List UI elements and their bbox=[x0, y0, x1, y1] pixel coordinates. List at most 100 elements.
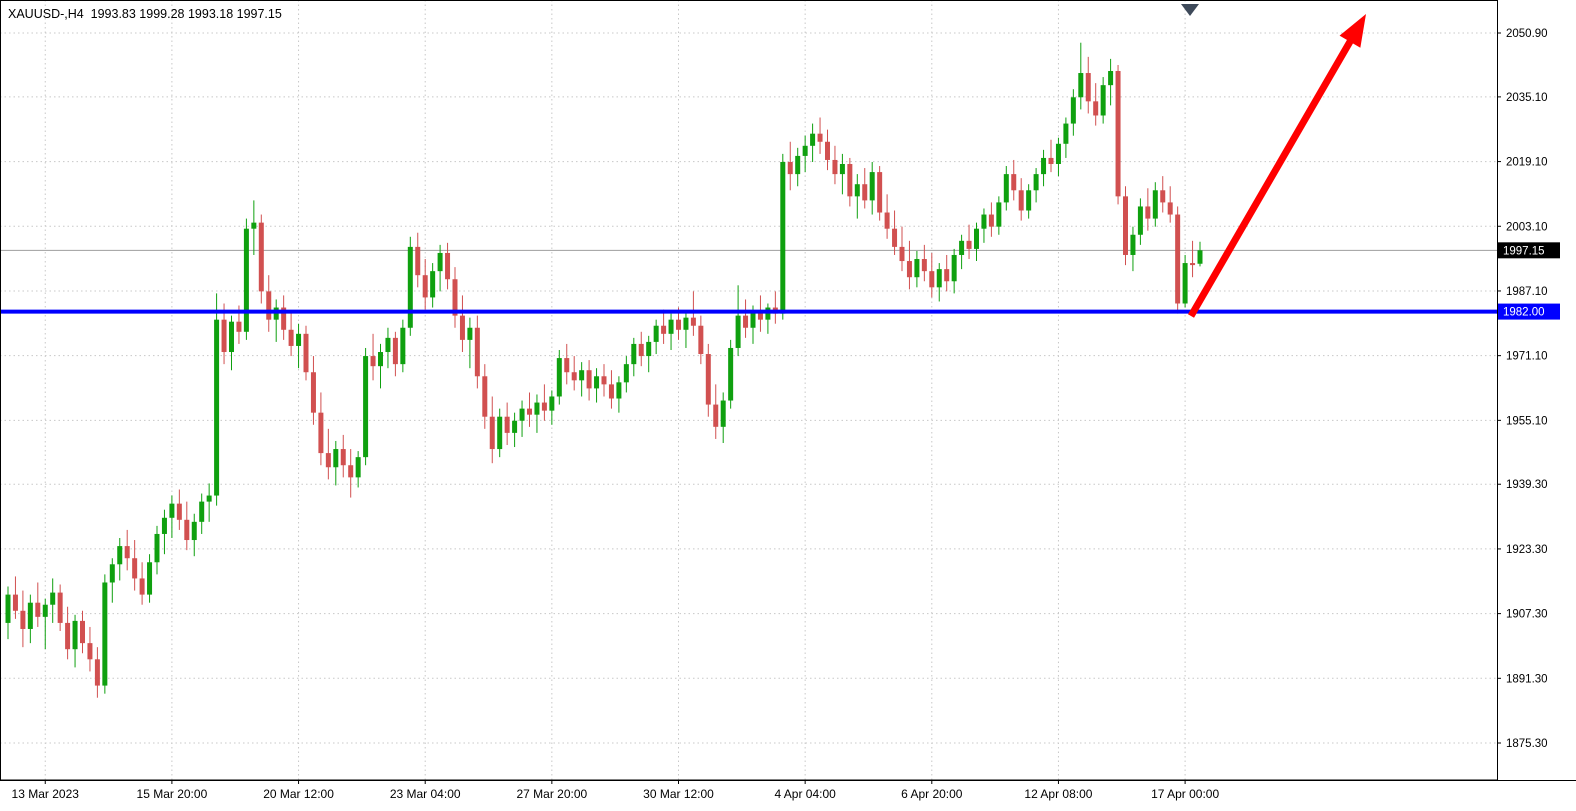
bear-candle bbox=[586, 370, 592, 389]
trend-arrow[interactable] bbox=[1187, 14, 1366, 318]
price-axis[interactable]: 2050.90 2035.10 2019.10 2003.10 1987.10 1971.… bbox=[1497, 28, 1548, 750]
bear-candle bbox=[20, 610, 26, 629]
bull-candle bbox=[1108, 71, 1114, 86]
bear-candle bbox=[564, 358, 570, 373]
bear-candle bbox=[787, 161, 793, 175]
bull-candle bbox=[191, 521, 197, 541]
bull-candle bbox=[549, 396, 555, 411]
bull-candle bbox=[467, 327, 473, 340]
time-axis[interactable]: 13 Mar 2023 15 Mar 20:00 20 Mar 12:00 23 Ma… bbox=[0, 780, 1576, 801]
bear-candle bbox=[1123, 196, 1128, 255]
time-tick-label: 15 Mar 20:00 bbox=[137, 787, 208, 801]
time-tick-label: 23 Mar 04:00 bbox=[390, 787, 461, 801]
bear-candle bbox=[1175, 214, 1181, 304]
bull-candle bbox=[914, 259, 920, 278]
bear-candle bbox=[1093, 101, 1099, 116]
grid-lines bbox=[0, 0, 1497, 780]
bear-candle bbox=[571, 372, 577, 381]
bull-candle bbox=[653, 325, 659, 342]
bear-candle bbox=[318, 412, 324, 454]
bull-candle bbox=[1033, 174, 1039, 191]
bull-candle bbox=[780, 161, 786, 314]
bear-candle bbox=[184, 519, 190, 541]
bull-candle bbox=[1041, 157, 1047, 175]
bull-candle bbox=[154, 533, 160, 563]
bear-candle bbox=[310, 372, 316, 413]
bull-candle bbox=[407, 246, 413, 328]
chart-shift-marker[interactable] bbox=[1181, 4, 1199, 16]
svg-text:1997.15: 1997.15 bbox=[1503, 245, 1545, 257]
arrow-head bbox=[1339, 14, 1366, 48]
bull-candle bbox=[1026, 190, 1032, 211]
price-tick-label: 1907.30 bbox=[1506, 609, 1548, 621]
bear-candle bbox=[340, 449, 346, 466]
bull-candle bbox=[1070, 97, 1076, 124]
bear-candle bbox=[541, 402, 547, 411]
bear-candle bbox=[929, 271, 935, 288]
bull-candle bbox=[869, 172, 875, 201]
bear-candle bbox=[1011, 174, 1017, 191]
bull-candle bbox=[430, 271, 436, 298]
bull-candle bbox=[1197, 250, 1203, 264]
bull-candle bbox=[534, 402, 540, 415]
bear-candle bbox=[57, 592, 63, 623]
bull-candle bbox=[117, 546, 123, 565]
bull-candle bbox=[296, 333, 302, 346]
bull-candle bbox=[27, 602, 33, 629]
bull-candle bbox=[802, 145, 808, 156]
bull-candle bbox=[616, 382, 622, 399]
bear-candle bbox=[370, 356, 376, 367]
time-tick-label: 6 Apr 20:00 bbox=[901, 787, 963, 801]
bear-candle bbox=[1085, 73, 1091, 102]
bull-candle bbox=[683, 317, 689, 330]
bull-candle bbox=[631, 343, 637, 365]
bear-candle bbox=[12, 594, 18, 611]
bear-candle bbox=[817, 133, 823, 142]
bear-candle bbox=[1167, 202, 1173, 215]
bull-candle bbox=[1182, 263, 1188, 304]
bull-candle bbox=[974, 228, 979, 249]
bear-candle bbox=[757, 311, 763, 320]
bull-candle bbox=[169, 503, 175, 518]
bear-candle bbox=[944, 269, 950, 282]
time-tick-label: 4 Apr 04:00 bbox=[774, 787, 836, 801]
bull-candle bbox=[102, 582, 108, 686]
bear-candle bbox=[303, 333, 309, 373]
bear-candle bbox=[1190, 263, 1196, 266]
bear-candle bbox=[608, 384, 614, 399]
bear-candle bbox=[392, 337, 398, 365]
time-tick-label: 20 Mar 12:00 bbox=[263, 787, 334, 801]
bull-candle bbox=[579, 370, 585, 381]
bull-candle bbox=[147, 562, 153, 595]
bull-candle bbox=[214, 319, 220, 496]
bear-candle bbox=[676, 319, 681, 330]
bear-candle bbox=[988, 214, 994, 227]
bull-candle bbox=[363, 356, 369, 458]
bear-candle bbox=[884, 212, 890, 229]
bear-candle bbox=[527, 408, 532, 415]
bull-candle bbox=[519, 408, 525, 421]
bear-candle bbox=[906, 261, 912, 278]
bull-candle bbox=[646, 341, 652, 357]
bear-candle bbox=[847, 164, 853, 197]
price-tick-label: 1939.30 bbox=[1506, 479, 1548, 491]
price-tick-label: 1891.30 bbox=[1506, 673, 1548, 685]
bull-candle bbox=[251, 222, 257, 229]
bull-candle bbox=[161, 517, 167, 534]
bull-candle bbox=[996, 202, 1002, 227]
bull-candle bbox=[273, 307, 279, 320]
bear-candle bbox=[124, 546, 130, 559]
support-price-tag: 1982.00 bbox=[1498, 303, 1560, 320]
price-tick-label: 2035.10 bbox=[1506, 92, 1548, 104]
price-tick-label: 1923.30 bbox=[1506, 544, 1548, 556]
price-tick-label: 1955.10 bbox=[1506, 415, 1548, 427]
bull-candle bbox=[5, 594, 11, 623]
bull-candle bbox=[1003, 174, 1009, 203]
bear-candle bbox=[862, 184, 868, 201]
bull-candle bbox=[385, 337, 391, 353]
bear-candle bbox=[139, 578, 145, 595]
bull-candle bbox=[1152, 190, 1158, 219]
bear-candle bbox=[35, 602, 41, 617]
bull-candle bbox=[229, 321, 234, 353]
